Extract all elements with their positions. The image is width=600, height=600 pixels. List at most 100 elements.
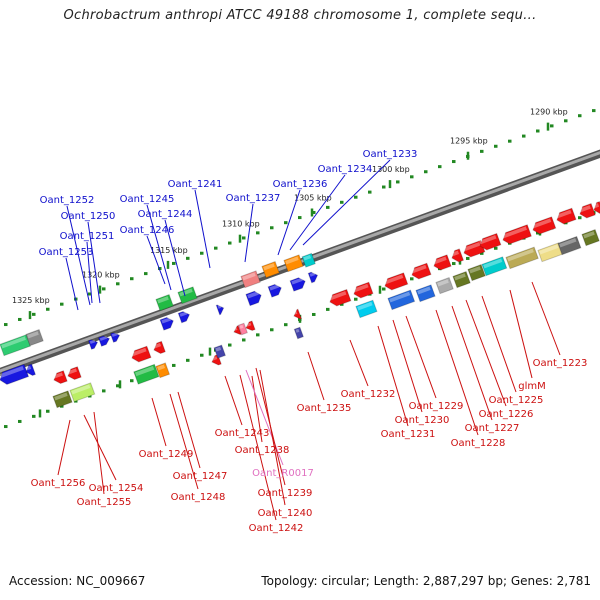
gene-label[interactable]: Oant_1236 bbox=[273, 179, 328, 190]
gene-feature[interactable] bbox=[244, 320, 256, 332]
gene-feature[interactable] bbox=[467, 263, 486, 282]
gene-feature[interactable] bbox=[232, 325, 242, 337]
gene-label[interactable]: Oant_1223 bbox=[533, 358, 588, 369]
gene-feature[interactable] bbox=[557, 235, 582, 256]
gene-label[interactable]: Oant_1242 bbox=[249, 523, 304, 534]
gene-feature[interactable] bbox=[159, 316, 175, 331]
leader-line bbox=[259, 369, 286, 506]
gene-feature[interactable] bbox=[155, 362, 171, 379]
gene-feature[interactable] bbox=[352, 281, 374, 299]
gene-label[interactable]: Oant_1231 bbox=[381, 429, 436, 440]
gene-label[interactable]: Oant_1252 bbox=[40, 195, 95, 206]
gene-feature[interactable] bbox=[133, 363, 160, 385]
gene-feature[interactable] bbox=[152, 340, 166, 355]
label-leader-lines bbox=[57, 159, 561, 521]
gene-feature[interactable] bbox=[69, 382, 96, 403]
gene-feature[interactable] bbox=[592, 200, 600, 216]
gene-feature[interactable] bbox=[66, 366, 82, 381]
gene-feature[interactable] bbox=[283, 254, 304, 273]
gene-feature[interactable] bbox=[213, 344, 227, 359]
gene-feature[interactable] bbox=[24, 363, 37, 377]
gene-feature[interactable] bbox=[130, 345, 152, 363]
gene-label[interactable]: Oant_1253 bbox=[39, 247, 94, 258]
gene-feature[interactable] bbox=[410, 262, 432, 280]
gene-label[interactable]: glmM bbox=[518, 381, 546, 392]
gene-label[interactable]: Oant_1241 bbox=[168, 179, 223, 190]
gene-feature[interactable] bbox=[432, 254, 452, 272]
gene-feature[interactable] bbox=[505, 246, 539, 270]
gene-feature[interactable] bbox=[578, 202, 596, 220]
gene-feature[interactable] bbox=[301, 252, 316, 268]
leader-line bbox=[86, 241, 93, 304]
gene-label[interactable]: Oant_1226 bbox=[479, 409, 534, 420]
gene-feature[interactable] bbox=[435, 276, 454, 295]
gene-feature[interactable] bbox=[0, 363, 30, 386]
gene-label[interactable]: Oant_1243 bbox=[215, 428, 270, 439]
gene-label[interactable]: Oant_1256 bbox=[31, 478, 86, 489]
gene-feature[interactable] bbox=[501, 224, 533, 246]
gene-label[interactable]: Oant_1233 bbox=[363, 149, 418, 160]
gene-feature[interactable] bbox=[245, 290, 263, 307]
gene-feature[interactable] bbox=[97, 334, 111, 347]
gene-feature[interactable] bbox=[415, 284, 436, 303]
leader-line bbox=[349, 339, 369, 387]
gene-feature[interactable] bbox=[177, 286, 198, 305]
gene-label[interactable]: Oant_1244 bbox=[138, 209, 193, 220]
gene-feature[interactable] bbox=[177, 310, 191, 324]
gene-label[interactable]: Oant_1232 bbox=[341, 389, 396, 400]
track-dot bbox=[578, 216, 582, 220]
gene-feature[interactable] bbox=[261, 260, 280, 279]
gene-label[interactable]: Oant_1230 bbox=[395, 415, 450, 426]
gene-label[interactable]: Oant_1228 bbox=[451, 438, 506, 449]
gene-feature[interactable] bbox=[293, 326, 304, 340]
gene-feature[interactable] bbox=[240, 270, 261, 289]
gene-label[interactable]: Oant_1251 bbox=[60, 231, 115, 242]
gene-label[interactable]: Oant_1246 bbox=[120, 225, 175, 236]
gene-label[interactable]: Oant_1235 bbox=[297, 403, 352, 414]
gene-feature[interactable] bbox=[25, 328, 44, 347]
gene-feature[interactable] bbox=[289, 276, 307, 292]
gene-label[interactable]: Oant_1237 bbox=[226, 193, 281, 204]
gene-label[interactable]: Oant_1225 bbox=[489, 395, 544, 406]
gene-label[interactable]: Oant_1245 bbox=[120, 194, 175, 205]
track-dot bbox=[452, 262, 456, 266]
gene-feature[interactable] bbox=[383, 272, 409, 292]
gene-feature[interactable] bbox=[87, 338, 99, 350]
gene-label[interactable]: Oant_1250 bbox=[61, 211, 116, 222]
gene-label[interactable]: Oant_1255 bbox=[77, 497, 132, 508]
gene-feature[interactable] bbox=[581, 228, 600, 247]
gene-feature[interactable] bbox=[52, 390, 73, 409]
gene-label[interactable]: Oant_1238 bbox=[235, 445, 290, 456]
gene-label[interactable]: Oant_1247 bbox=[173, 471, 228, 482]
gene-feature[interactable] bbox=[355, 299, 378, 319]
gene-feature[interactable] bbox=[462, 239, 486, 259]
gene-feature[interactable] bbox=[52, 370, 68, 385]
gene-label[interactable]: Oant_1234 bbox=[318, 164, 373, 175]
gene-feature[interactable] bbox=[452, 270, 471, 289]
gene-feature[interactable] bbox=[328, 288, 352, 308]
gene-label[interactable]: Oant_1240 bbox=[258, 508, 313, 519]
gene-feature[interactable] bbox=[531, 216, 557, 236]
gene-feature[interactable] bbox=[155, 293, 174, 312]
gene-label[interactable]: Oant_R0017 bbox=[252, 468, 314, 479]
gene-label[interactable]: Oant_1248 bbox=[171, 492, 226, 503]
gene-feature[interactable] bbox=[109, 331, 121, 343]
gene-label[interactable]: Oant_1227 bbox=[465, 423, 520, 434]
gene-feature[interactable] bbox=[237, 322, 248, 336]
gene-feature[interactable] bbox=[555, 207, 577, 225]
gene-feature[interactable] bbox=[307, 271, 319, 284]
gene-feature[interactable] bbox=[387, 289, 416, 311]
gene-feature[interactable] bbox=[0, 334, 32, 357]
gene-label[interactable]: Oant_1239 bbox=[258, 488, 313, 499]
gene-feature[interactable] bbox=[267, 283, 283, 298]
gene-feature[interactable] bbox=[481, 256, 508, 277]
gene-feature[interactable] bbox=[450, 248, 465, 264]
gene-feature[interactable] bbox=[478, 232, 502, 252]
scale-dot bbox=[214, 246, 218, 250]
gene-label[interactable]: Oant_1249 bbox=[139, 449, 194, 460]
gene-label[interactable]: Oant_1254 bbox=[89, 483, 144, 494]
gene-label[interactable]: Oant_1229 bbox=[409, 401, 464, 412]
gene-feature[interactable] bbox=[215, 303, 225, 316]
gene-feature[interactable] bbox=[292, 308, 302, 320]
